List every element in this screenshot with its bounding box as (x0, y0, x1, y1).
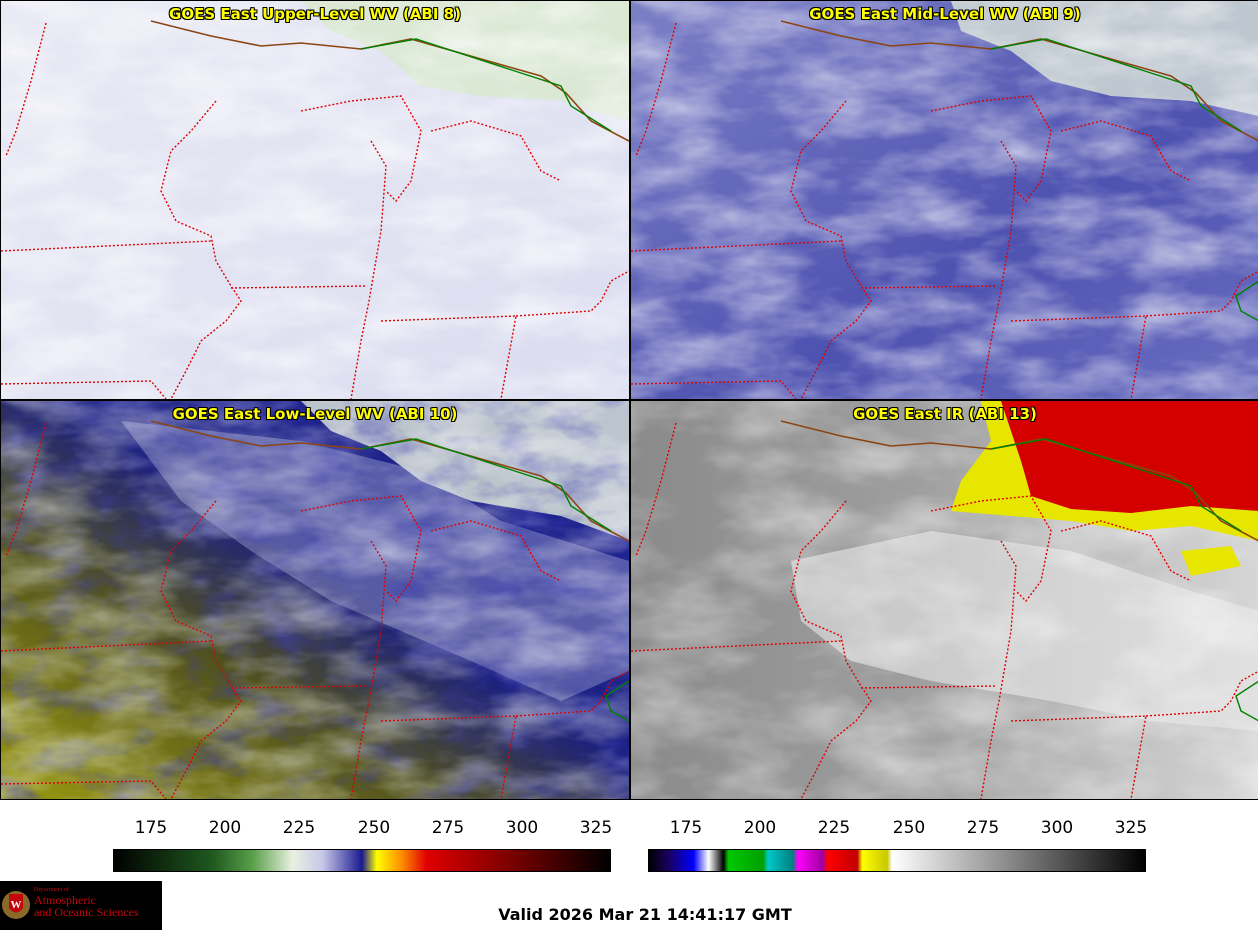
panel-upper-level-wv: GOES East Upper-Level WV (ABI 8) (0, 0, 630, 400)
tick-label: 325 (1114, 818, 1148, 838)
colorbar-ir-gradient (649, 850, 1145, 871)
tick-label: 325 (579, 818, 613, 838)
mid-wv-image (631, 1, 1258, 399)
colorbar-ir (648, 849, 1146, 872)
tick-label: 175 (134, 818, 168, 838)
aos-logo: W Department of Atmospheric and Oceanic … (0, 881, 162, 930)
colorbar-ir-ticks: 175 200 225 250 275 300 325 (648, 818, 1148, 848)
tick-label: 225 (817, 818, 851, 838)
ir-image (631, 401, 1258, 799)
logo-line3: and Oceanic Sciences (34, 905, 139, 919)
panel-low-level-wv: GOES East Low-Level WV (ABI 10) (0, 400, 630, 800)
logo-text: Department of Atmospheric and Oceanic Sc… (34, 887, 139, 918)
tick-label: 200 (743, 818, 777, 838)
valid-time: Valid 2026 Mar 21 14:41:17 GMT (498, 905, 792, 924)
uw-crest-icon: W (2, 891, 30, 919)
colorbar-wv-ticks: 175 200 225 250 275 300 325 (113, 818, 613, 848)
logo-line1: Department of (34, 887, 69, 893)
tick-label: 175 (669, 818, 703, 838)
tick-label: 275 (966, 818, 1000, 838)
panel-title: GOES East Low-Level WV (ABI 10) (172, 405, 458, 423)
tick-label: 250 (892, 818, 926, 838)
panel-title: GOES East Mid-Level WV (ABI 9) (809, 5, 1081, 23)
tick-label: 250 (357, 818, 391, 838)
tick-label: 275 (431, 818, 465, 838)
colorbar-wv-gradient (114, 850, 610, 871)
crest-letter: W (11, 899, 22, 911)
tick-label: 225 (282, 818, 316, 838)
logo-line2: Atmospheric (34, 893, 96, 907)
panel-title: GOES East IR (ABI 13) (853, 405, 1037, 423)
panel-title: GOES East Upper-Level WV (ABI 8) (169, 5, 461, 23)
panel-mid-level-wv: GOES East Mid-Level WV (ABI 9) (630, 0, 1258, 400)
panel-ir: GOES East IR (ABI 13) (630, 400, 1258, 800)
low-wv-image (1, 401, 629, 799)
tick-label: 200 (208, 818, 242, 838)
tick-label: 300 (505, 818, 539, 838)
upper-wv-image (1, 1, 629, 399)
tick-label: 300 (1040, 818, 1074, 838)
colorbar-wv (113, 849, 611, 872)
